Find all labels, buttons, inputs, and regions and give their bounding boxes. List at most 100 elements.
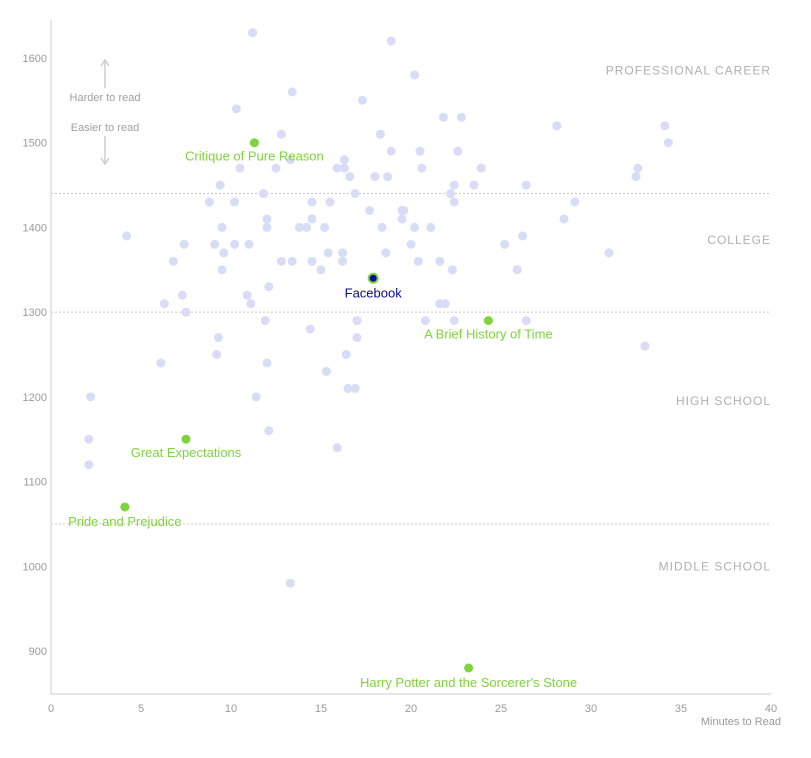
highlighted-point: [120, 502, 130, 512]
book-point: [370, 172, 380, 182]
book-point: [375, 129, 385, 139]
book-point: [276, 256, 286, 266]
book-point: [307, 214, 317, 224]
band-label: PROFESSIONAL CAREER: [606, 64, 771, 78]
level-band-labels: PROFESSIONAL CAREER COLLEGE HIGH SCHOOL MID…: [606, 64, 771, 574]
highlighted-point: [483, 316, 493, 326]
band-label: COLLEGE: [707, 233, 771, 247]
book-point: [476, 163, 486, 173]
book-point: [242, 290, 252, 300]
easier-to-read-label: Easier to read: [71, 122, 139, 134]
axes: [50, 20, 771, 695]
book-point: [417, 163, 427, 173]
book-point: [246, 299, 256, 309]
book-point: [399, 205, 409, 215]
book-point: [84, 434, 94, 444]
x-tick-label: 15: [315, 703, 327, 715]
book-point: [276, 129, 286, 139]
book-point: [219, 248, 229, 258]
book-point: [663, 138, 673, 148]
book-point: [447, 265, 457, 275]
book-point: [332, 443, 342, 453]
book-point: [204, 197, 214, 207]
book-point: [307, 197, 317, 207]
y-tick-label: 1100: [23, 477, 47, 489]
book-point: [156, 358, 166, 368]
book-point: [262, 358, 272, 368]
book-point: [287, 87, 297, 97]
book-point: [258, 189, 268, 199]
book-points: [84, 28, 673, 588]
book-point: [406, 239, 416, 249]
book-point: [339, 155, 349, 165]
y-tick-label: 1000: [23, 561, 47, 573]
book-point: [316, 265, 326, 275]
book-point: [377, 222, 387, 232]
x-tick-label: 0: [48, 703, 54, 715]
book-point: [633, 163, 643, 173]
y-tick-label: 1500: [23, 138, 47, 150]
book-point: [365, 205, 375, 215]
book-point: [386, 36, 396, 46]
book-point: [285, 578, 295, 588]
highlighted-point-label: Facebook: [345, 285, 403, 300]
book-point: [213, 333, 223, 343]
highlighted-point-label: Great Expectations: [131, 445, 242, 460]
book-point: [426, 222, 436, 232]
book-point: [383, 172, 393, 182]
book-point: [320, 222, 330, 232]
book-point: [438, 112, 448, 122]
highlighted-points: Critique of Pure Reason Facebook A Brief H…: [68, 138, 577, 690]
book-point: [345, 172, 355, 182]
book-point: [469, 180, 479, 190]
x-tick-label: 25: [495, 703, 507, 715]
book-point: [500, 239, 510, 249]
book-point: [294, 222, 304, 232]
book-point: [521, 316, 531, 326]
book-point: [446, 189, 456, 199]
book-point: [440, 299, 450, 309]
book-point: [338, 248, 348, 258]
harder-to-read-label: Harder to read: [70, 92, 141, 104]
book-point: [215, 180, 225, 190]
book-point: [264, 426, 274, 436]
y-tick-labels: 900 1000 1100 1200 1300 1400 1500 1600: [23, 53, 47, 658]
book-point: [357, 95, 367, 105]
book-point: [251, 392, 261, 402]
book-point: [350, 383, 360, 393]
book-point: [217, 265, 227, 275]
book-point: [210, 239, 220, 249]
x-axis-title: Minutes to Read: [701, 716, 781, 728]
highlighted-point: [249, 138, 259, 148]
book-point: [420, 316, 430, 326]
x-tick-labels: 0 5 10 15 20 25 30 35 40: [48, 703, 777, 715]
book-point: [262, 222, 272, 232]
book-point: [285, 155, 295, 165]
book-point: [159, 299, 169, 309]
book-point: [179, 239, 189, 249]
x-tick-label: 35: [675, 703, 687, 715]
book-point: [352, 333, 362, 343]
x-tick-label: 10: [225, 703, 237, 715]
book-point: [413, 256, 423, 266]
book-point: [415, 146, 425, 156]
book-point: [307, 256, 317, 266]
book-point: [217, 222, 227, 232]
threshold-lines: [51, 193, 771, 525]
book-point: [449, 197, 459, 207]
book-point: [397, 214, 407, 224]
book-point: [332, 163, 342, 173]
book-point: [410, 222, 420, 232]
x-tick-label: 5: [138, 703, 144, 715]
book-point: [84, 460, 94, 470]
book-point: [231, 104, 241, 114]
y-tick-label: 1400: [23, 222, 47, 234]
book-point: [262, 214, 272, 224]
book-point: [244, 239, 254, 249]
book-point: [631, 172, 641, 182]
book-point: [230, 197, 240, 207]
y-tick-label: 1600: [23, 53, 47, 65]
book-point: [449, 180, 459, 190]
book-point: [86, 392, 96, 402]
highlighted-point: [181, 434, 191, 444]
